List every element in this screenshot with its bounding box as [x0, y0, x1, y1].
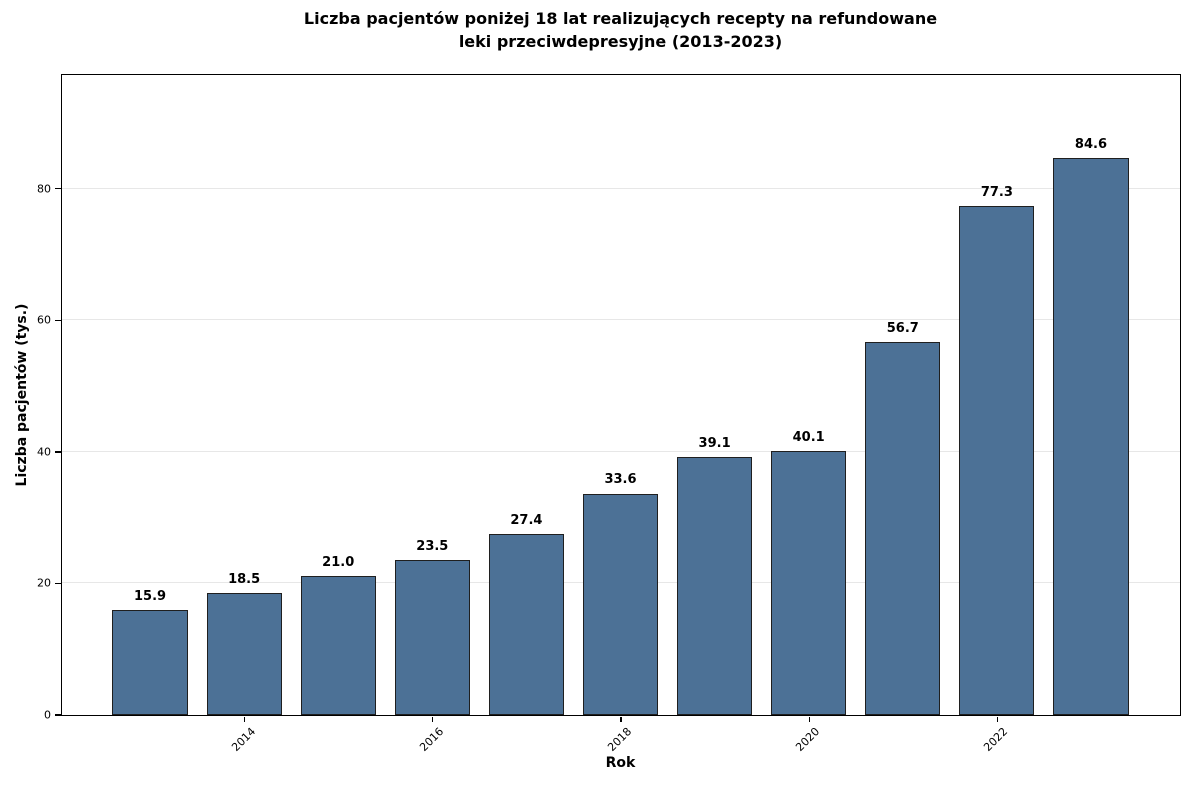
plot-area: 15.9 18.5 21.0 23.5 27.4 33.6 39.1 40.1 56.7 77.3…: [60, 73, 1181, 716]
y-tick-label: 80: [37, 182, 51, 196]
gridline: [61, 319, 1180, 321]
y-tick-label: 60: [37, 313, 51, 327]
bar: [865, 341, 941, 715]
y-tick-label: 40: [37, 445, 51, 459]
bar: [1053, 158, 1129, 715]
y-tick-mark: [55, 582, 62, 585]
y-tick-mark: [55, 188, 62, 190]
bar: [206, 592, 282, 715]
x-tick-mark: [243, 716, 246, 722]
gridline: [61, 450, 1180, 452]
x-tick-label: 2014: [228, 725, 258, 754]
bar: [112, 609, 188, 715]
x-tick-mark: [996, 716, 998, 722]
bar-value-label: 15.9: [133, 588, 167, 604]
y-tick-mark: [55, 714, 62, 716]
x-tick-label: 2016: [417, 725, 447, 754]
x-tick-label: 2018: [605, 725, 635, 754]
y-axis-label: Liczba pacjentów (tys.): [14, 303, 30, 487]
bar: [300, 576, 376, 715]
bar-value-label: 84.6: [1074, 137, 1107, 153]
bar: [488, 534, 565, 715]
bar: [771, 450, 847, 715]
x-tick-label: 2022: [981, 725, 1011, 754]
x-tick-mark: [808, 716, 810, 722]
bar-value-label: 21.0: [322, 555, 355, 571]
bar-value-label: 39.1: [698, 436, 731, 452]
x-tick-mark: [620, 716, 622, 722]
bar-value-label: 40.1: [792, 429, 825, 445]
bar: [676, 457, 753, 715]
x-tick-mark: [432, 716, 434, 722]
bar-value-label: 18.5: [228, 571, 261, 587]
bar-value-label: 27.4: [510, 513, 543, 529]
y-tick-mark: [55, 319, 62, 321]
gridline: [61, 187, 1180, 189]
chart-title-line-1: Liczba pacjentów poniżej 18 lat realizuj…: [303, 9, 938, 28]
bar: [582, 493, 659, 715]
bar-value-label: 56.7: [886, 320, 919, 336]
y-tick-mark: [55, 451, 62, 453]
x-tick-label: 2020: [793, 725, 823, 754]
bar: [394, 559, 470, 715]
y-tick-label: 0: [44, 708, 51, 722]
x-axis-label: Rok: [605, 755, 636, 771]
chart-title-line-2: leki przeciwdepresyjne (2013-2023): [458, 32, 783, 51]
chart-title: Liczba pacjentów poniżej 18 lat realizuj…: [60, 7, 1181, 53]
bar-value-label: 33.6: [604, 472, 637, 488]
y-tick-label: 20: [37, 576, 51, 590]
bar: [959, 206, 1035, 715]
bar-value-label: 23.5: [416, 538, 449, 554]
bar-value-label: 77.3: [980, 185, 1013, 201]
